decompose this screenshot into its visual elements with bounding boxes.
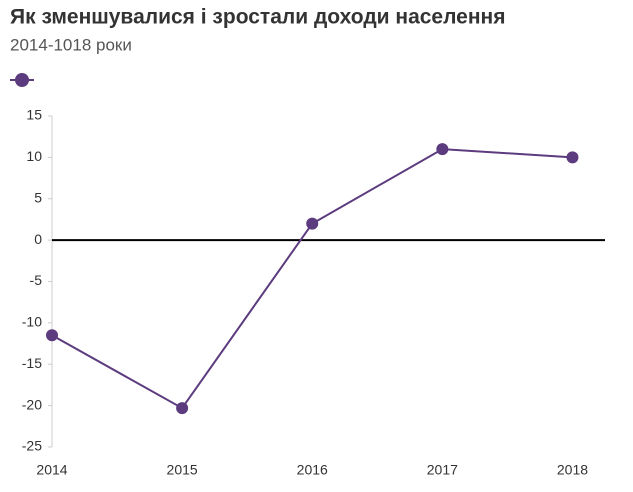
data-point	[436, 143, 449, 156]
series-line	[51, 148, 573, 410]
chart-title: Як зменшувалися і зростали доходи населе…	[10, 6, 505, 29]
x-tick-label: 2016	[297, 462, 328, 478]
chart-subtitle: 2014-1018 роки	[10, 35, 132, 54]
y-tick-label: -20	[22, 396, 42, 412]
data-point	[306, 217, 319, 230]
legend-marker	[15, 73, 29, 87]
x-tick-label: 2017	[427, 462, 458, 478]
data-point	[176, 402, 189, 415]
x-tick-label: 2014	[36, 462, 67, 478]
y-tick-label: 10	[26, 148, 42, 164]
y-tick-label: 15	[26, 107, 42, 123]
y-tick-label: 0	[34, 231, 42, 247]
y-tick-label: -15	[22, 355, 42, 371]
data-point	[46, 329, 58, 342]
legend	[10, 73, 34, 87]
data-point	[566, 151, 579, 164]
x-tick-label: 2015	[167, 462, 198, 478]
y-tick-label: -10	[22, 314, 42, 330]
y-tick-label: -25	[22, 438, 42, 454]
y-tick-label: -5	[30, 272, 43, 288]
y-tick-label: 5	[34, 189, 42, 205]
x-tick-label: 2018	[557, 462, 588, 478]
